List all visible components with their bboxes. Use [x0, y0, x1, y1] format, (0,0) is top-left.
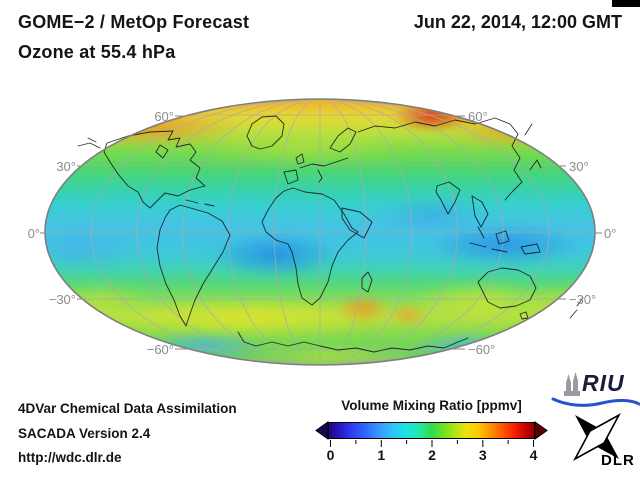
ozone-map: [45, 99, 595, 365]
page-subtitle: Ozone at 55.4 hPa: [18, 42, 176, 62]
colorbar-tick-label-3: 3: [478, 447, 487, 463]
page-title: GOME−2 / MetOp Forecast: [18, 12, 250, 32]
cathedral-icon: [564, 372, 580, 396]
latitude-label-left-m30: −30°: [48, 292, 76, 307]
colorbar-gradient: [328, 422, 535, 439]
corner-mark: [612, 0, 640, 7]
colorbar-tick-label-2: 2: [428, 447, 436, 463]
latitude-label-left-m60: −60°: [146, 342, 174, 357]
colorbar-tick-label-1: 1: [377, 447, 386, 463]
riu-wave: [551, 397, 640, 407]
colorbar-tick-label-4: 4: [529, 447, 538, 463]
dlr-logo: DLR: [558, 408, 640, 474]
colorbar-title: Volume Mixing Ratio [ppmv]: [341, 398, 522, 413]
colorbar-underflow-arrow: [315, 421, 329, 440]
dlr-logo-text: DLR: [601, 452, 635, 469]
latitude-label-left-0: 0°: [27, 226, 40, 241]
latitude-label-right-0: 0°: [604, 226, 617, 241]
dlr-mark-icon: [573, 412, 621, 462]
latitude-label-right-60: 60°: [468, 109, 488, 124]
latitude-label-right-m60: −60°: [468, 342, 496, 357]
credit-line: 4DVar Chemical Data Assimilation: [18, 401, 237, 416]
latitude-label-left-60: 60°: [154, 109, 174, 124]
latitude-label-right-30: 30°: [569, 159, 589, 174]
latitude-label-right-m30: −30°: [569, 292, 597, 307]
colorbar-overflow-arrow: [534, 421, 548, 440]
riu-logo: RIU: [550, 369, 640, 411]
latitude-label-left-30: 30°: [56, 159, 76, 174]
colorbar-tick-label-0: 0: [326, 447, 335, 463]
version-line: SACADA Version 2.4: [18, 426, 151, 441]
ozone-field: [45, 99, 595, 365]
url-line: http://wdc.dlr.de: [18, 450, 122, 465]
riu-logo-text: RIU: [582, 370, 625, 396]
datetime-label: Jun 22, 2014, 12:00 GMT: [413, 12, 622, 32]
